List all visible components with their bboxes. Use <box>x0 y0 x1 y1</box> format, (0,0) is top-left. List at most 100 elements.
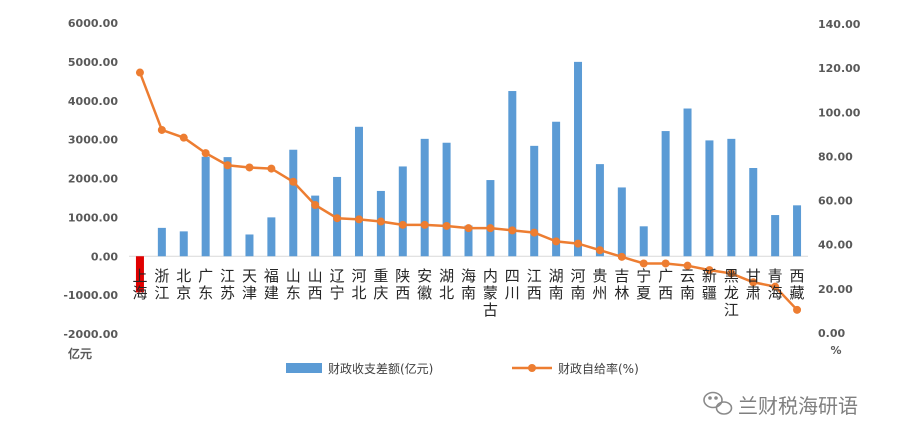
rate-point-新疆 <box>705 266 714 275</box>
left-tick-label: 6000.00 <box>68 17 118 30</box>
category-label: 安徽 <box>417 267 432 302</box>
rate-point-甘肃 <box>749 278 758 287</box>
legend-line-label: 财政自给率(%) <box>558 361 639 376</box>
bar-云南 <box>683 108 692 257</box>
category-label: 青海 <box>768 267 783 302</box>
category-label: 上海 <box>132 267 147 302</box>
bar-福建 <box>267 217 276 257</box>
rate-points <box>135 68 802 314</box>
rate-point-宁夏 <box>639 259 648 268</box>
left-tick-label: 0.00 <box>91 250 118 263</box>
bar-宁夏 <box>639 226 648 257</box>
bar-天津 <box>245 234 254 257</box>
rate-point-江西 <box>530 228 539 237</box>
watermark: 兰财税海研语 <box>703 391 858 418</box>
category-label: 江苏 <box>220 267 235 302</box>
left-axis-unit: 亿元 <box>68 346 92 361</box>
bar-湖南 <box>552 121 561 257</box>
right-tick-label: 100.00 <box>818 106 861 119</box>
category-label: 内蒙古 <box>483 267 498 319</box>
category-label: 四川 <box>505 267 520 302</box>
bar-浙江 <box>157 227 166 257</box>
bar-广西 <box>661 131 670 257</box>
bar-江苏 <box>223 157 232 257</box>
right-tick-label: 120.00 <box>818 62 861 75</box>
legend-line-marker <box>528 364 536 372</box>
rate-point-湖南 <box>552 237 561 246</box>
category-label: 江西 <box>527 267 542 302</box>
left-tick-label: 2000.00 <box>68 173 118 186</box>
rate-point-贵州 <box>595 246 604 255</box>
bar-北京 <box>179 231 188 257</box>
bar-贵州 <box>595 164 604 257</box>
category-label: 广东 <box>198 267 213 302</box>
bar-陕西 <box>398 166 407 257</box>
rate-point-青海 <box>771 282 780 291</box>
watermark-text: 兰财税海研语 <box>738 394 858 418</box>
legend-bar-swatch <box>286 363 322 373</box>
bar-山东 <box>289 149 298 257</box>
rate-point-广西 <box>661 259 670 268</box>
category-label: 湖南 <box>549 267 564 302</box>
category-label: 重庆 <box>373 267 388 302</box>
category-label: 山西 <box>308 267 323 302</box>
category-label: 浙江 <box>154 267 169 302</box>
bar-江西 <box>530 145 539 257</box>
bar-安徽 <box>420 138 429 257</box>
bar-新疆 <box>705 140 714 257</box>
category-label: 广西 <box>658 267 673 302</box>
bar-青海 <box>771 215 780 257</box>
right-tick-label: 40.00 <box>818 239 853 252</box>
category-label: 西藏 <box>790 267 805 302</box>
category-label: 北京 <box>176 267 191 302</box>
right-axis-unit: % <box>830 344 841 357</box>
rate-point-安徽 <box>420 220 429 229</box>
right-tick-label: 20.00 <box>818 283 853 296</box>
category-label: 海南 <box>461 267 476 302</box>
rate-point-河南 <box>574 239 583 248</box>
rate-point-北京 <box>179 133 188 142</box>
bar-黑龙江 <box>727 138 736 257</box>
bar-吉林 <box>617 187 626 257</box>
rate-point-内蒙古 <box>486 224 495 233</box>
category-label: 新疆 <box>702 267 717 302</box>
category-label: 贵州 <box>592 267 607 302</box>
rate-point-天津 <box>245 163 254 172</box>
left-tick-label: -1000.00 <box>63 289 118 302</box>
rate-point-海南 <box>464 224 473 233</box>
bar-甘肃 <box>749 168 758 257</box>
rate-point-云南 <box>683 261 692 270</box>
right-tick-label: 140.00 <box>818 18 861 31</box>
category-label: 湖北 <box>439 267 454 302</box>
bar-河南 <box>574 61 583 257</box>
category-label: 吉林 <box>614 267 629 302</box>
rate-point-陕西 <box>398 220 407 229</box>
left-axis-ticks: -2000.00 -1000.00 0.00 1000.00 2000.00 3000.0… <box>63 17 118 341</box>
rate-point-上海 <box>135 68 144 77</box>
bar-上海 <box>135 256 144 293</box>
bar-湖北 <box>442 142 451 257</box>
legend-bar-label: 财政收支差额(亿元) <box>328 361 433 376</box>
category-label: 辽宁 <box>330 267 345 302</box>
right-tick-label: 0.00 <box>818 327 845 340</box>
category-label: 山东 <box>286 267 301 302</box>
bar-河北 <box>354 126 363 257</box>
rate-point-山西 <box>311 200 320 209</box>
left-tick-label: 3000.00 <box>68 134 118 147</box>
category-label: 陕西 <box>395 267 410 302</box>
left-tick-label: -2000.00 <box>63 328 118 341</box>
category-label: 黑龙江 <box>724 267 739 319</box>
category-label: 甘肃 <box>746 267 761 302</box>
bar-四川 <box>508 91 517 257</box>
wechat-icon <box>703 391 733 415</box>
bar-山西 <box>311 195 320 257</box>
right-tick-label: 60.00 <box>818 195 853 208</box>
left-tick-label: 1000.00 <box>68 211 118 224</box>
rate-point-辽宁 <box>333 214 342 223</box>
rate-point-广东 <box>201 149 210 158</box>
left-tick-label: 5000.00 <box>68 56 118 69</box>
rate-point-西藏 <box>793 305 802 314</box>
category-label: 宁夏 <box>636 267 651 302</box>
